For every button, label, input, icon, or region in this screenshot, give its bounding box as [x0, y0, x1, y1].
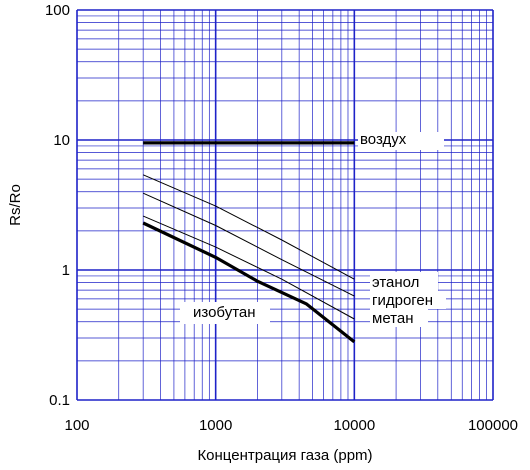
label-background: [370, 291, 446, 309]
label-background: [358, 132, 444, 150]
series-line-метан: [143, 215, 355, 320]
series-label-этанол: этанол: [372, 274, 419, 291]
tick-labels: 100 1000 10000 100000 0.1 1 10 100: [45, 2, 518, 434]
series-lines: [142, 141, 356, 344]
y-tick-label: 1: [62, 262, 70, 279]
x-axis-label: Концентрация газа (ppm): [197, 447, 372, 464]
series-label-метан: метан: [372, 310, 413, 327]
series-line-гидроген: [142, 192, 355, 297]
x-tick-label: 100000: [468, 417, 518, 434]
y-tick-label: 100: [45, 2, 70, 19]
series-line-изобутан: [142, 221, 356, 344]
y-tick-label: 0.1: [49, 392, 70, 409]
series-line-этанол: [143, 174, 355, 280]
x-tick-label: 1000: [199, 417, 232, 434]
y-tick-label: 10: [53, 132, 70, 149]
label-background: [370, 309, 428, 327]
series-label-гидроген: гидроген: [372, 292, 433, 309]
grid: [76, 9, 494, 401]
x-tick-label: 100: [64, 417, 89, 434]
y-axis-label: Rs/Ro: [7, 184, 24, 226]
label-background: [370, 272, 438, 292]
label-background: [180, 302, 270, 324]
x-tick-label: 10000: [333, 417, 375, 434]
series-label-воздух: воздух: [360, 131, 407, 148]
series-label-изобутан: изобутан: [193, 304, 256, 321]
